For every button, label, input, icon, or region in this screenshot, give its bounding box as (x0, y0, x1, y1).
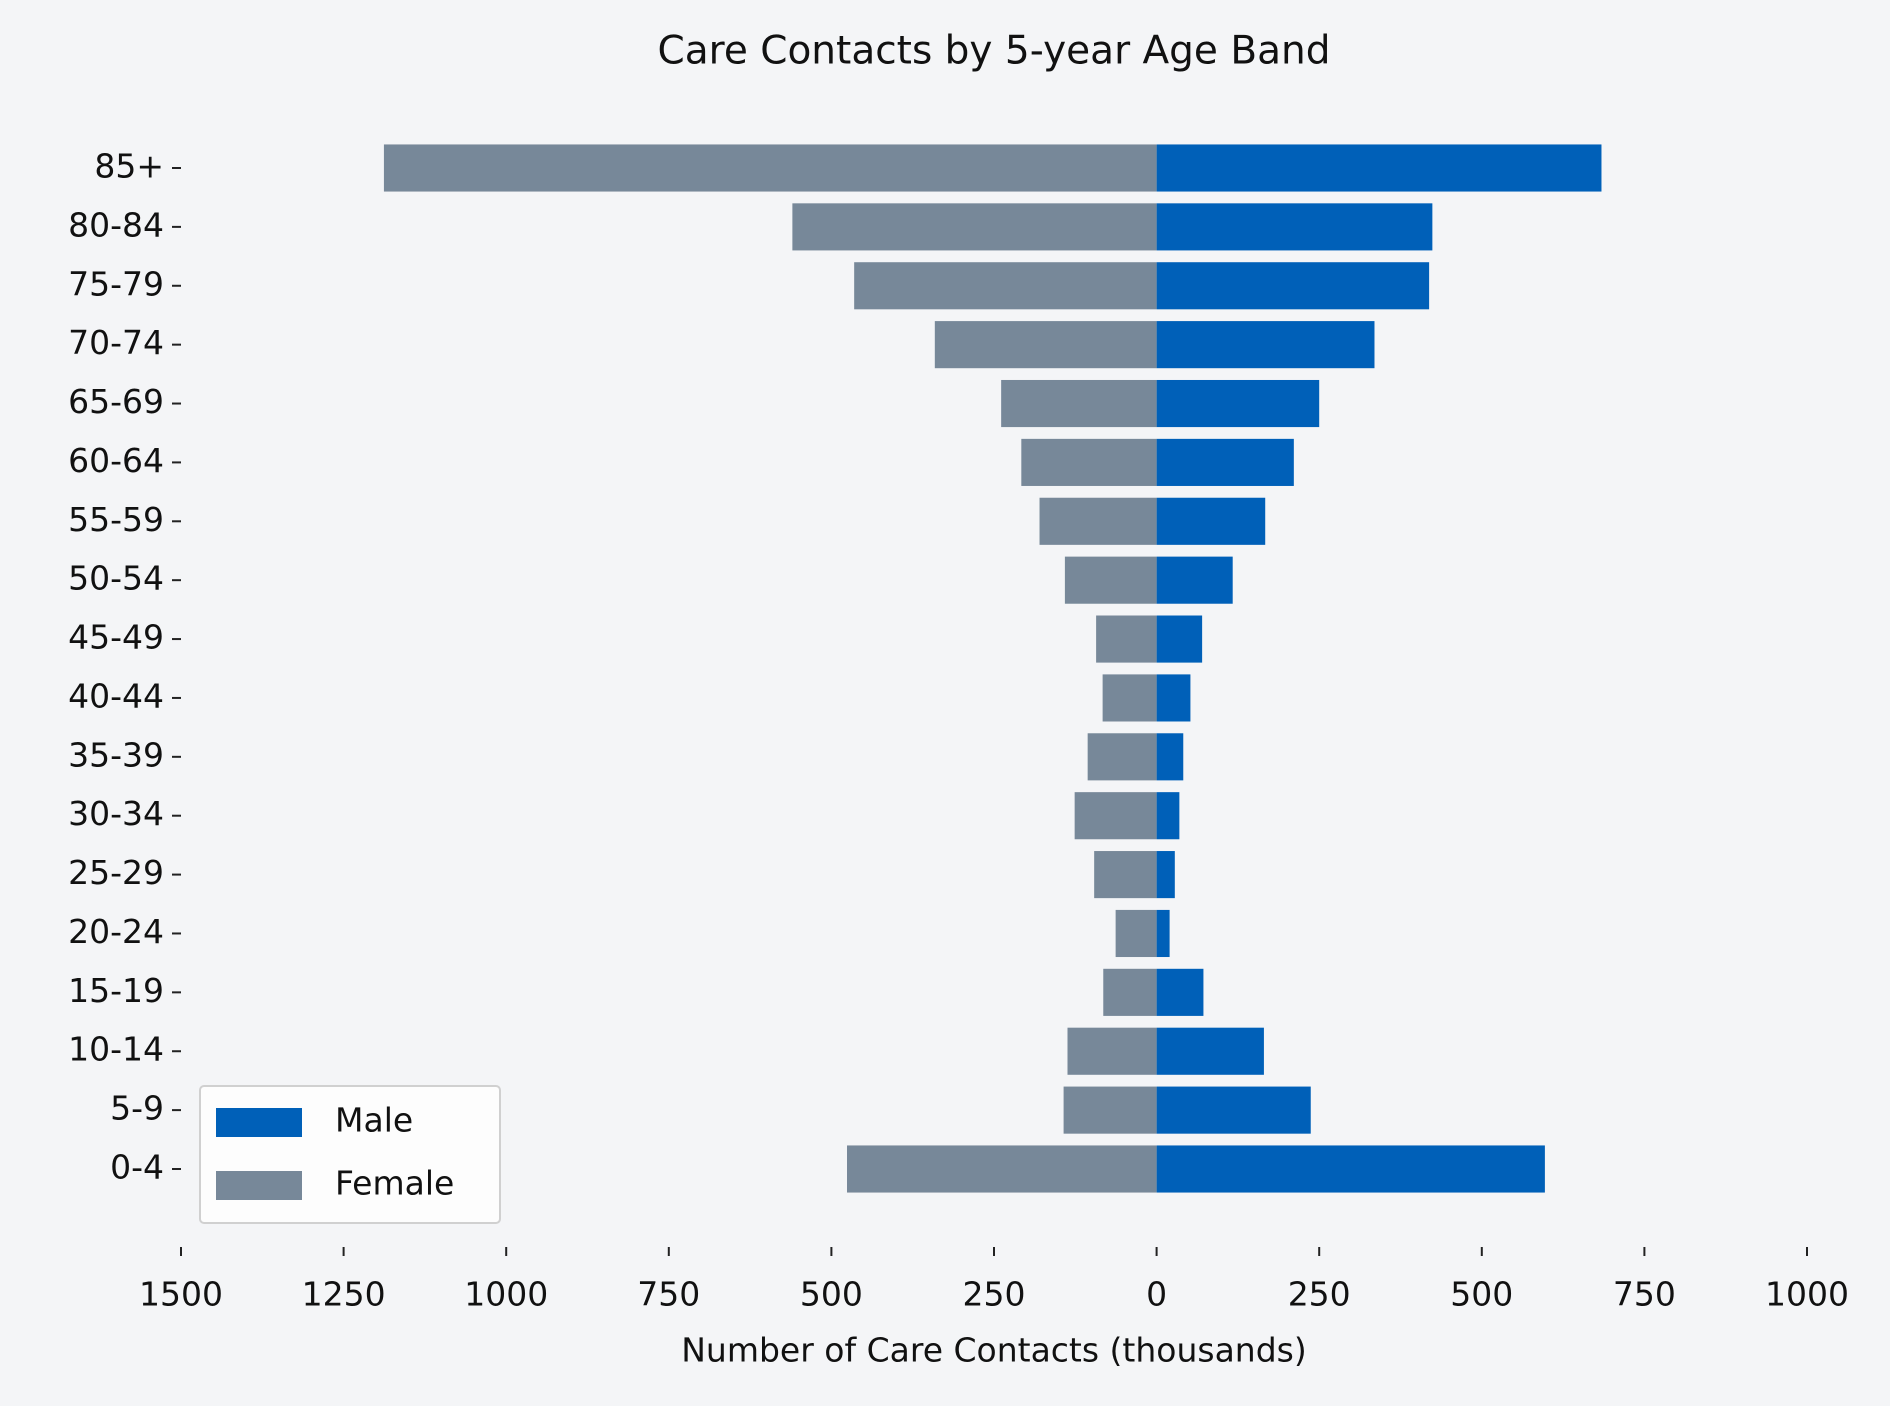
bar (792, 203, 1157, 251)
y-tick-label: 15-19 (68, 971, 164, 1010)
y-tick-label: 20-24 (68, 912, 164, 951)
y-tick-label: 45-49 (68, 618, 164, 657)
x-tick-label: 1000 (1765, 1275, 1849, 1314)
y-tick-label: 5-9 (110, 1089, 164, 1128)
bar (1156, 968, 1204, 1016)
bar (383, 144, 1157, 192)
x-tick-label: 250 (1288, 1275, 1351, 1314)
y-tick-label: 85+ (94, 147, 164, 186)
bar (1021, 438, 1157, 486)
bar (1156, 203, 1433, 251)
x-tick-label: 0 (1146, 1275, 1167, 1314)
y-tick-label: 25-29 (68, 853, 164, 892)
bar (1156, 379, 1320, 428)
bar (1156, 497, 1266, 545)
bar (1156, 792, 1180, 840)
bar (934, 321, 1157, 369)
y-tick-label: 35-39 (68, 735, 164, 774)
bar (854, 262, 1157, 310)
legend-label: Male (335, 1101, 413, 1140)
x-tick-label: 750 (637, 1275, 700, 1314)
bar (1156, 1027, 1264, 1075)
bar (1096, 615, 1157, 663)
bar (1094, 851, 1157, 899)
x-tick-label: 1000 (464, 1275, 548, 1314)
legend-label: Female (335, 1164, 454, 1203)
bar (1102, 674, 1157, 722)
y-tick-label: 70-74 (68, 323, 164, 362)
chart-title: Care Contacts by 5-year Age Band (658, 29, 1331, 74)
legend-swatch (216, 1171, 302, 1200)
bar (1074, 792, 1157, 840)
y-tick-label: 75-79 (68, 264, 164, 303)
bar (1156, 674, 1191, 722)
bar (1156, 438, 1294, 486)
bar (1063, 1086, 1157, 1134)
x-tick-label: 1500 (139, 1275, 223, 1314)
bar (1064, 556, 1157, 604)
y-tick-label: 65-69 (68, 382, 164, 421)
bar (1156, 851, 1175, 899)
y-tick-label: 10-14 (68, 1030, 164, 1069)
y-tick-label: 0-4 (110, 1148, 164, 1187)
bar (1103, 968, 1157, 1016)
x-tick-label: 750 (1613, 1275, 1676, 1314)
bar (1156, 144, 1602, 192)
x-tick-label: 250 (963, 1275, 1026, 1314)
bar (1039, 497, 1157, 545)
bar (1156, 733, 1184, 781)
y-tick-label: 50-54 (68, 559, 164, 598)
x-tick-label: 500 (800, 1275, 863, 1314)
x-tick-label: 1250 (302, 1275, 386, 1314)
bar (1156, 1086, 1311, 1134)
bar (1001, 379, 1157, 428)
bar (1156, 321, 1375, 369)
x-tick-label: 500 (1450, 1275, 1513, 1314)
bar (847, 1145, 1157, 1193)
bar (1156, 615, 1203, 663)
bar (1156, 1145, 1545, 1193)
y-tick-label: 30-34 (68, 794, 164, 833)
bar (1087, 733, 1157, 781)
x-axis-label: Number of Care Contacts (thousands) (681, 1331, 1307, 1370)
y-tick-label: 55-59 (68, 500, 164, 539)
legend-swatch (216, 1108, 302, 1137)
y-tick-label: 60-64 (68, 441, 164, 480)
y-tick-label: 80-84 (68, 205, 164, 244)
y-tick-label: 40-44 (68, 676, 164, 715)
bar (1156, 556, 1233, 604)
legend: Male Female (199, 1085, 501, 1224)
bar (1067, 1027, 1157, 1075)
bar (1115, 909, 1157, 958)
bar (1156, 262, 1430, 310)
bar (1156, 909, 1170, 958)
